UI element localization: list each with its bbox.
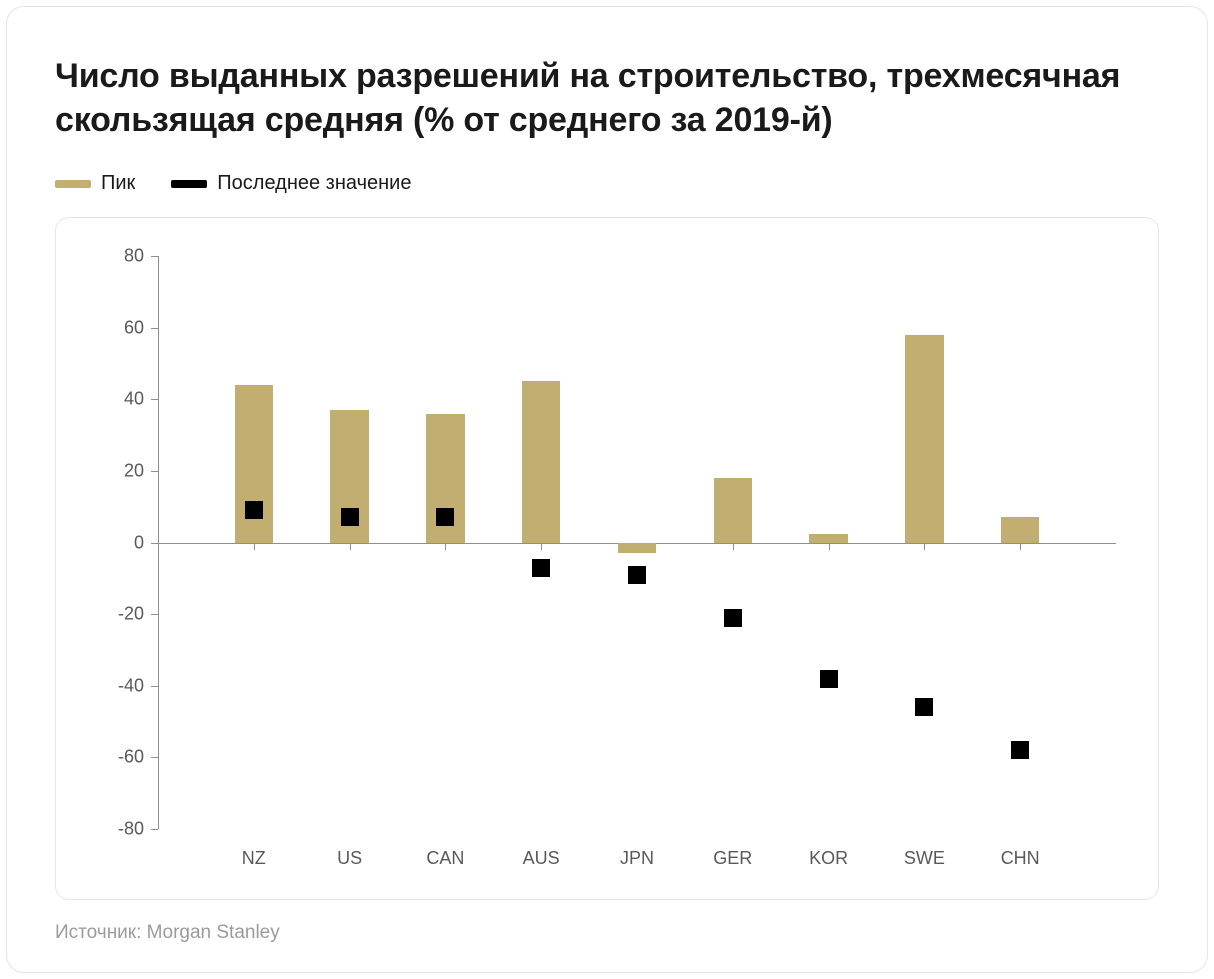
plot-area: -80-60-40-20020406080NZUSCANAUSJPNGERKOR…	[158, 256, 1116, 829]
x-tick	[350, 543, 351, 550]
legend-label-latest: Последнее значение	[217, 172, 411, 195]
marker-latest	[724, 609, 742, 627]
legend-swatch-latest	[171, 180, 207, 188]
x-tick-label: US	[337, 848, 362, 869]
y-tick	[151, 757, 158, 758]
y-tick	[151, 829, 158, 830]
source-attribution: Источник: Morgan Stanley	[55, 922, 1159, 944]
y-tick	[151, 328, 158, 329]
y-tick-label: -20	[78, 604, 144, 625]
y-tick	[151, 543, 158, 544]
y-tick-label: 60	[78, 317, 144, 338]
x-tick-label: CHN	[1001, 848, 1040, 869]
x-tick	[733, 543, 734, 550]
marker-latest	[820, 670, 838, 688]
x-tick-label: CAN	[426, 848, 464, 869]
plot-wrap: -80 -60 -40 -20 0 20 40 60 80 NZ US CAN AUS JPN GER KOR…	[78, 246, 1126, 885]
y-tick	[151, 256, 158, 257]
legend-label-peak: Пик	[101, 172, 135, 195]
y-tick-label: -80	[78, 819, 144, 840]
marker-latest	[341, 508, 359, 526]
y-tick-label: 20	[78, 460, 144, 481]
legend: Пик Последнее значение	[55, 172, 1159, 195]
bar-peak	[1001, 517, 1039, 542]
y-tick	[151, 471, 158, 472]
bar-peak	[714, 478, 752, 542]
y-tick-label: 80	[78, 246, 144, 267]
x-tick	[254, 543, 255, 550]
y-tick	[151, 686, 158, 687]
x-tick-label: KOR	[809, 848, 848, 869]
legend-item-peak: Пик	[55, 172, 135, 195]
x-tick-label: JPN	[620, 848, 654, 869]
chart-card: Число выданных разрешений на строительст…	[6, 6, 1208, 973]
y-tick	[151, 399, 158, 400]
x-tick	[541, 543, 542, 550]
y-tick-label: 40	[78, 389, 144, 410]
y-tick-label: -40	[78, 675, 144, 696]
chart-frame: -80 -60 -40 -20 0 20 40 60 80 NZ US CAN AUS JPN GER KOR…	[55, 217, 1159, 900]
chart-title: Число выданных разрешений на строительст…	[55, 55, 1159, 142]
marker-latest	[245, 501, 263, 519]
x-tick-label: GER	[713, 848, 752, 869]
x-tick	[924, 543, 925, 550]
marker-latest	[1011, 741, 1029, 759]
x-tick	[445, 543, 446, 550]
marker-latest	[532, 559, 550, 577]
bar-peak	[905, 335, 943, 543]
x-tick	[1020, 543, 1021, 550]
y-tick	[151, 614, 158, 615]
bar-peak	[522, 381, 560, 542]
legend-item-latest: Последнее значение	[171, 172, 411, 195]
x-tick-label: SWE	[904, 848, 945, 869]
x-tick-label: NZ	[242, 848, 266, 869]
y-tick-label: -60	[78, 747, 144, 768]
marker-latest	[436, 508, 454, 526]
legend-swatch-peak	[55, 180, 91, 188]
x-tick	[829, 543, 830, 550]
bar-peak	[618, 543, 656, 554]
bar-peak	[809, 534, 847, 543]
x-tick-label: AUS	[523, 848, 560, 869]
marker-latest	[915, 698, 933, 716]
y-tick-label: 0	[78, 532, 144, 553]
marker-latest	[628, 566, 646, 584]
